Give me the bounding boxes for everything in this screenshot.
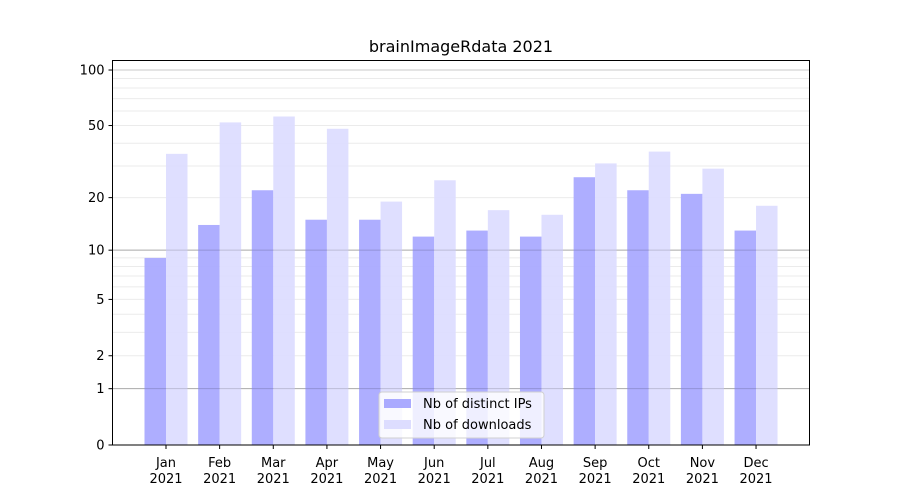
x-tick-label: Apr 2021	[310, 456, 343, 487]
x-tick-label: Sep 2021	[579, 456, 612, 487]
y-tick-label: 5	[96, 293, 104, 308]
bar-distinct-ips	[251, 190, 274, 445]
chart-title: brainImageRdata 2021	[369, 37, 553, 56]
bar-downloads	[487, 210, 510, 445]
bar-downloads	[380, 201, 403, 445]
y-tick-label: 0	[96, 439, 104, 454]
bar-distinct-ips	[466, 230, 488, 445]
x-tick-label: Nov 2021	[686, 456, 719, 487]
y-tick-label: 1	[96, 382, 104, 397]
bar-downloads	[541, 214, 563, 445]
bar-distinct-ips	[627, 190, 649, 445]
y-tick-label: 20	[88, 191, 105, 206]
x-tick-label: Jun 2021	[418, 456, 451, 487]
bar-distinct-ips	[305, 219, 327, 445]
legend-label: Nb of distinct IPs	[423, 397, 532, 412]
plot-frame	[112, 60, 810, 446]
x-tick-label: Aug 2021	[525, 456, 558, 487]
bar-distinct-ips	[734, 230, 757, 445]
x-tick-label: Dec 2021	[739, 456, 772, 487]
bar-distinct-ips	[198, 224, 220, 445]
bar-downloads	[326, 128, 349, 445]
bar-distinct-ips	[573, 177, 596, 445]
bar-downloads	[595, 163, 617, 446]
x-tick-label: Jan 2021	[149, 456, 182, 487]
bar-downloads	[273, 116, 295, 446]
x-tick-label: Mar 2021	[257, 456, 290, 487]
legend-label: Nb of downloads	[423, 418, 532, 433]
legend-swatch	[384, 420, 411, 429]
bar-downloads	[166, 153, 188, 445]
legend: Nb of distinct IPs Nb of downloads	[378, 391, 545, 439]
bar-downloads	[219, 122, 242, 445]
bar-distinct-ips	[680, 193, 703, 445]
bar-downloads	[648, 151, 671, 445]
bar-distinct-ips	[359, 219, 381, 445]
x-tick-label: Jul 2021	[471, 456, 504, 487]
bar-distinct-ips	[144, 257, 166, 445]
x-tick-label: May 2021	[364, 456, 397, 487]
bar-downloads	[434, 180, 456, 445]
y-tick-label: 2	[96, 349, 104, 364]
bar-downloads	[702, 168, 724, 445]
legend-box	[378, 391, 545, 439]
y-tick-label: 50	[88, 119, 105, 134]
legend-swatch	[384, 399, 411, 408]
bar-downloads	[756, 205, 778, 445]
y-tick-label: 10	[88, 244, 105, 259]
y-tick-label: 100	[80, 64, 105, 79]
x-tick-label: Feb 2021	[203, 456, 236, 487]
x-tick-label: Oct 2021	[632, 456, 665, 487]
